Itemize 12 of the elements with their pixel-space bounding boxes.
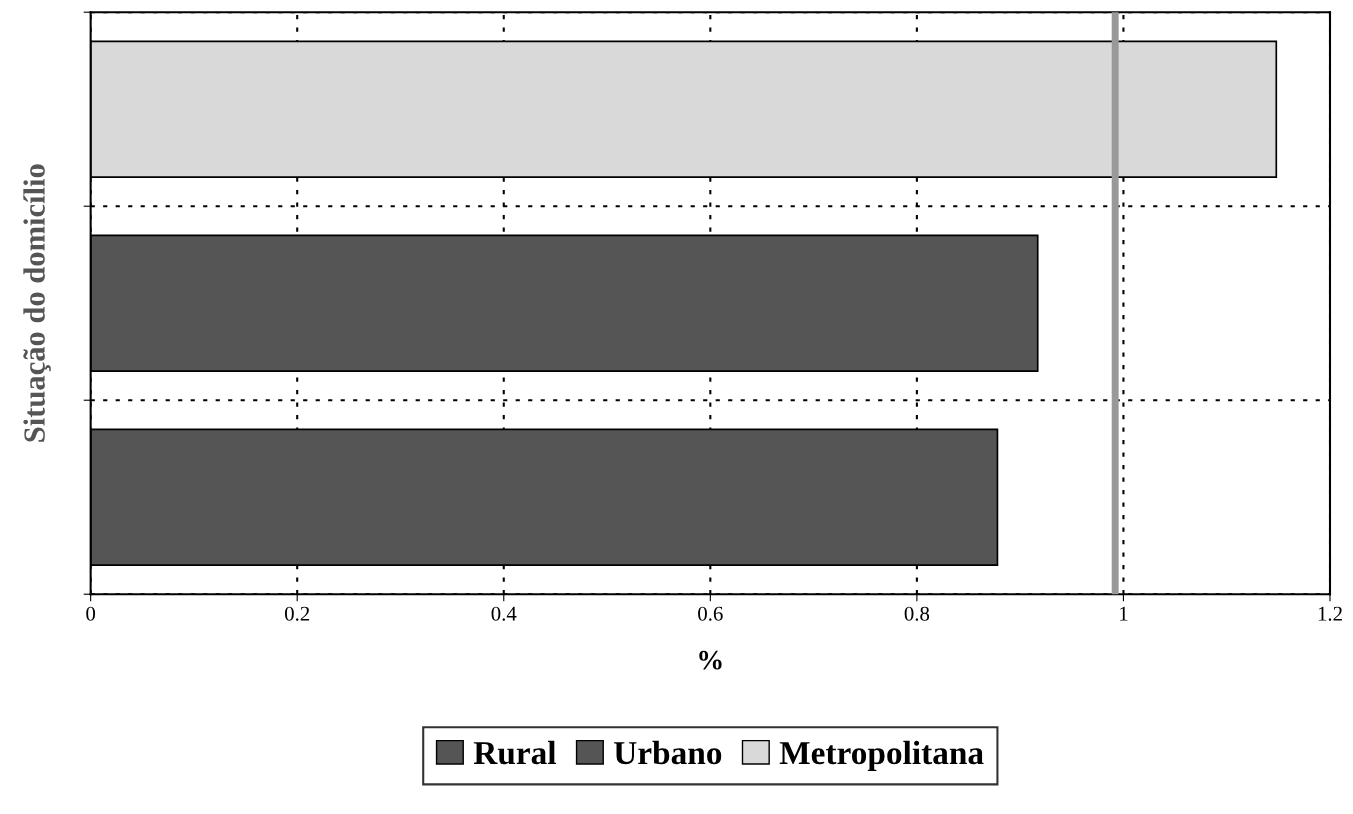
- x-tick-label: 1.2: [1318, 606, 1342, 621]
- legend-label: Urbano: [614, 740, 722, 765]
- x-tick-label: 0.2: [284, 606, 310, 621]
- legend-label: Rural: [473, 740, 556, 765]
- y-axis-title: Situação do domicílio: [23, 164, 51, 442]
- x-axis-title: %: [699, 650, 722, 670]
- x-tick-label: 0.4: [491, 606, 517, 621]
- x-tick-label: 0.8: [904, 606, 930, 621]
- x-tick-label: 0.6: [698, 606, 723, 621]
- x-tick-label: 0: [86, 606, 96, 621]
- legend-label: Metropolitana: [779, 740, 984, 772]
- x-tick-label: 1: [1120, 606, 1128, 621]
